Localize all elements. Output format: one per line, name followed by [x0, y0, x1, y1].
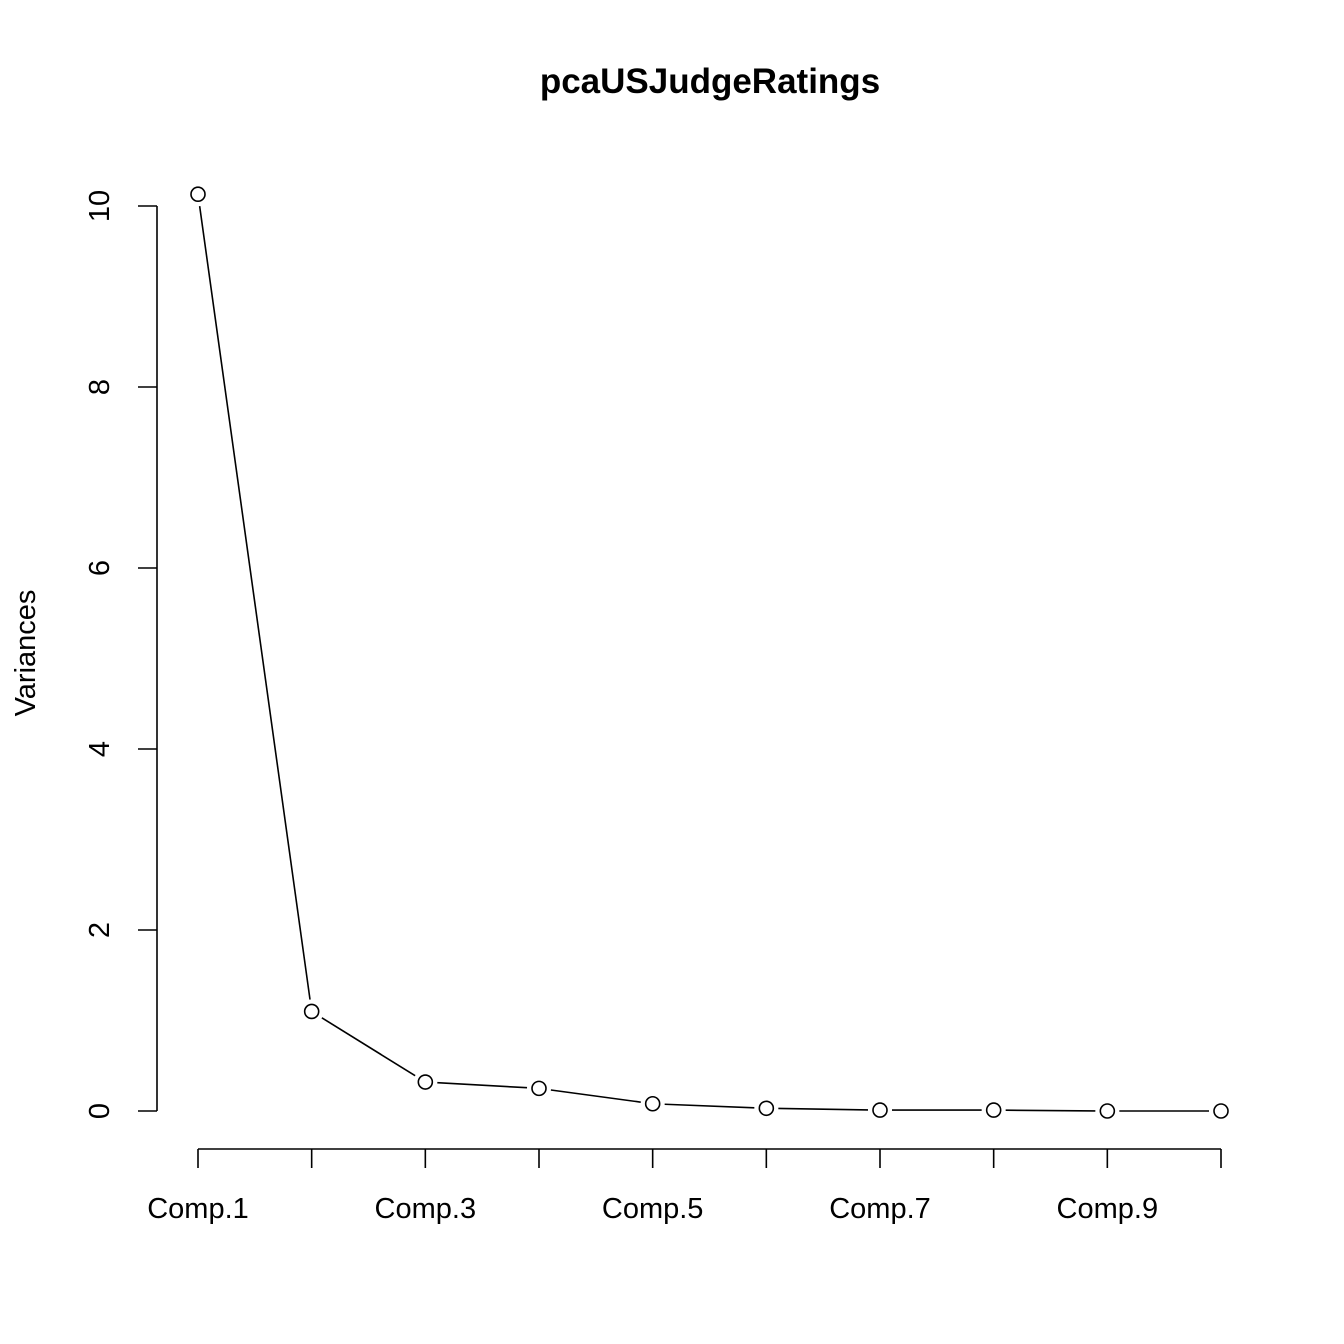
data-point-comp-6	[758, 1100, 775, 1117]
y-tick-label: 8	[84, 379, 116, 395]
x-axis: Comp.1 Comp.3 Comp.5 Comp.7 Comp.9	[147, 1148, 1222, 1225]
data-point-comp-5	[644, 1095, 661, 1112]
y-axis-label: Variances	[10, 590, 42, 717]
data-point-comp-8	[985, 1102, 1002, 1118]
series-segment	[664, 1103, 755, 1109]
series-segment	[1005, 1109, 1096, 1112]
data-point-comp-4	[531, 1080, 547, 1097]
series-segment	[778, 1107, 869, 1111]
chart-title: pcaUSJudgeRatings	[540, 62, 880, 101]
data-point-comp-10	[1213, 1103, 1229, 1119]
y-tick-label: 4	[84, 741, 116, 757]
x-tick-label: Comp.9	[1057, 1193, 1159, 1225]
y-tick-label: 10	[84, 190, 116, 222]
x-tick-label: Comp.7	[829, 1193, 931, 1225]
data-point-comp-7	[872, 1102, 888, 1118]
x-tick-label: Comp.5	[602, 1193, 704, 1225]
data-point-comp-3	[417, 1074, 434, 1090]
series-segment	[321, 1017, 416, 1077]
data-point-comp-9	[1099, 1103, 1116, 1119]
data-point-comp-1	[190, 186, 206, 203]
x-tick-label: Comp.1	[147, 1193, 249, 1225]
series-segment	[198, 206, 311, 1000]
x-tick-label: Comp.3	[375, 1193, 477, 1225]
series-variances	[190, 186, 1229, 1119]
series-segment	[437, 1081, 528, 1089]
series-segment	[550, 1089, 641, 1103]
data-point-comp-2	[303, 1003, 320, 1020]
y-tick-label: 0	[84, 1103, 116, 1119]
y-axis: 0 2 4 6 8 10	[84, 190, 158, 1119]
y-tick-label: 6	[84, 560, 116, 576]
y-tick-label: 2	[84, 922, 116, 938]
